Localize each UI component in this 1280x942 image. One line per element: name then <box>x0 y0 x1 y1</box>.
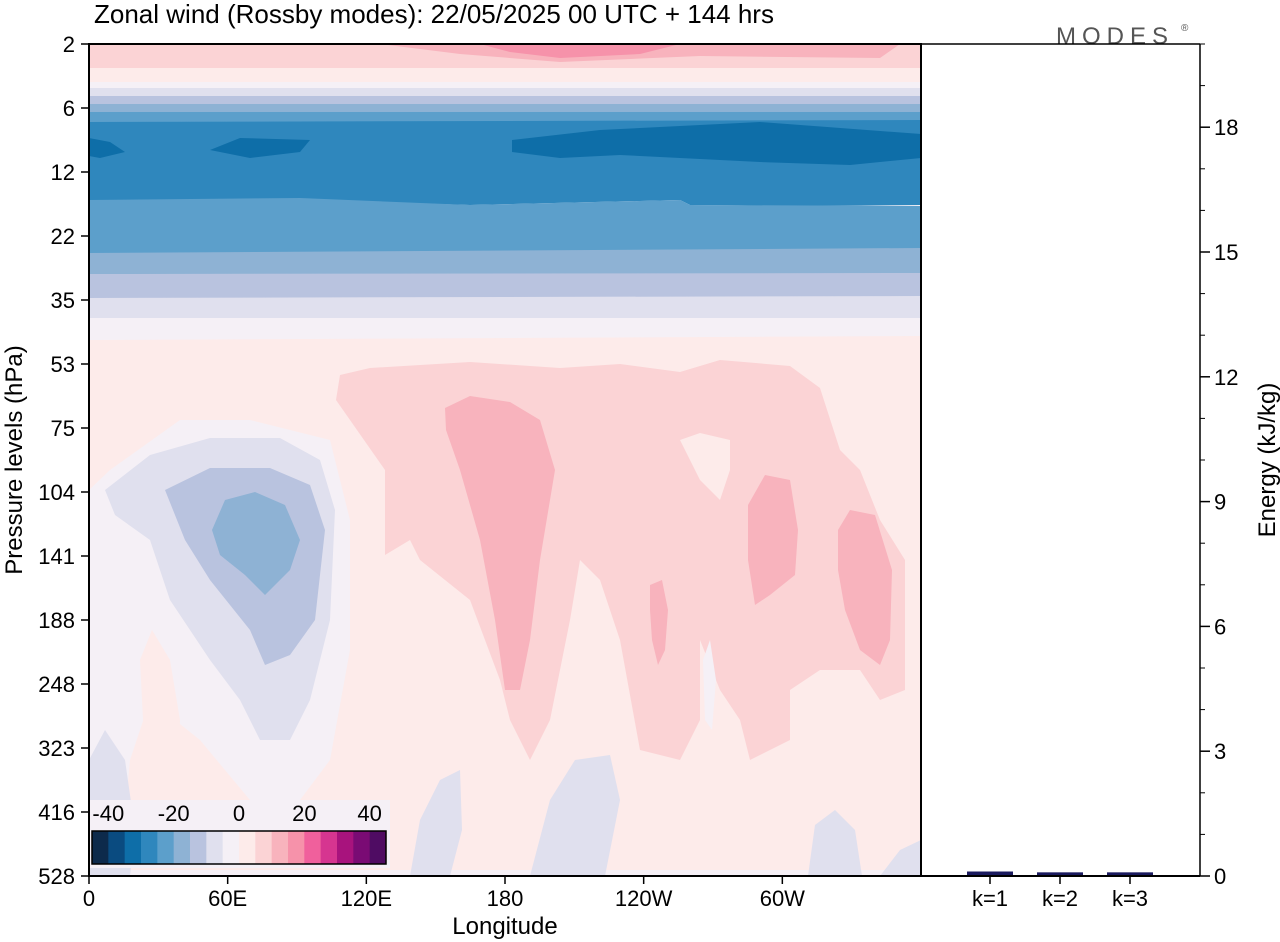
field-westerly-core-a <box>445 396 555 690</box>
field-band-lower-lilac <box>89 273 921 300</box>
field-lower-lilac-c <box>530 755 620 876</box>
energy-bars: k=1 k=2 k=3 <box>967 871 1153 911</box>
chart-title: Zonal wind (Rossby modes): 22/05/2025 00… <box>94 0 774 29</box>
bar-category-label: k=2 <box>1042 886 1078 911</box>
field-easterly-core <box>212 492 300 595</box>
x-axis-ticks: 0 60E 120E 180 120W 60W <box>83 876 805 911</box>
energy-tick-label: 3 <box>1214 739 1226 764</box>
x-tick-label: 60E <box>208 886 247 911</box>
x-tick-label: 0 <box>83 886 95 911</box>
energy-tick-label: 12 <box>1214 365 1238 390</box>
field-jet-max-left <box>89 138 125 158</box>
field-lower-lilac-d <box>808 810 862 876</box>
field-band-blue-light <box>89 112 921 122</box>
field-westerly-core-b <box>650 580 668 665</box>
colorbar-swatch <box>353 831 371 864</box>
colorbar: -40 -20 0 20 40 <box>88 800 390 868</box>
colorbar-tick-label: 40 <box>357 801 381 826</box>
y-axis-title: Pressure levels (hPa) <box>1 345 28 574</box>
y-tick-label: 141 <box>38 544 75 569</box>
colorbar-swatch <box>190 831 207 864</box>
energy-tick-label: 6 <box>1214 614 1226 639</box>
energy-axis-title: Energy (kJ/kg) <box>1254 383 1280 538</box>
colorbar-swatch <box>337 831 354 864</box>
energy-tick-label: 9 <box>1214 490 1226 515</box>
x-tick-label: 120W <box>615 886 673 911</box>
x-axis-title: Longitude <box>452 913 557 940</box>
colorbar-tick-label: -40 <box>92 801 124 826</box>
colorbar-swatch <box>141 831 158 864</box>
y-tick-label: 528 <box>38 864 75 889</box>
x-tick-label: 120E <box>341 886 392 911</box>
colorbar-frame <box>91 830 387 865</box>
field-jet-max-mid <box>210 138 310 158</box>
logo-text: MODES <box>1056 23 1174 50</box>
colorbar-swatch <box>108 831 126 864</box>
zonal-wind-field <box>89 44 921 876</box>
colorbar-swatch <box>320 831 338 864</box>
field-band-white <box>89 82 921 88</box>
energy-tick-label: 0 <box>1214 864 1226 889</box>
y-tick-label: 53 <box>51 352 75 377</box>
energy-tick-label: 18 <box>1214 115 1238 140</box>
field-band-lavender <box>89 88 921 96</box>
x-tick-label: 60W <box>760 886 805 911</box>
y-tick-label: 6 <box>63 96 75 121</box>
field-band-light-pink <box>89 68 921 82</box>
bar-category-label: k=3 <box>1112 886 1148 911</box>
x-tick-label: 180 <box>487 886 524 911</box>
field-pale-streak <box>703 640 716 730</box>
y-tick-label: 188 <box>38 608 75 633</box>
y-tick-label: 35 <box>51 288 75 313</box>
y-tick-label: 104 <box>38 480 75 505</box>
colorbar-swatch <box>239 831 256 864</box>
field-jet-max-right <box>512 122 921 165</box>
colorbar-tick-label: -20 <box>158 801 190 826</box>
colorbar-swatch <box>255 831 273 864</box>
energy-bar <box>1107 872 1153 875</box>
energy-bar <box>1037 872 1083 875</box>
y-axis-ticks: 2 6 12 22 35 53 75 104 141 188 248 323 416 528 <box>38 32 89 889</box>
logo-registered-mark: ® <box>1181 23 1189 34</box>
colorbar-swatch <box>124 831 142 864</box>
colorbar-swatch <box>92 831 109 864</box>
colorbar-tick-label: 20 <box>292 801 316 826</box>
colorbar-swatch <box>222 831 240 864</box>
field-westerly-core-c <box>748 475 798 605</box>
colorbar-tick-label: 0 <box>233 801 245 826</box>
field-band-lower-lavender <box>89 296 921 318</box>
y-tick-label: 323 <box>38 736 75 761</box>
y-tick-label: 12 <box>51 160 75 185</box>
field-westerly-core-d <box>838 510 892 665</box>
bar-category-label: k=1 <box>972 886 1008 911</box>
field-lower-lilac-b <box>410 770 462 876</box>
colorbar-swatch <box>157 831 175 864</box>
field-band-blue-gray <box>89 104 921 112</box>
colorbar-swatch <box>173 831 191 864</box>
field-band-lilac <box>89 96 921 104</box>
field-pale-patch-b <box>140 630 180 790</box>
colorbar-swatch <box>369 831 387 864</box>
y-tick-label: 22 <box>51 224 75 249</box>
y-tick-label: 75 <box>51 416 75 441</box>
y-tick-label: 416 <box>38 800 75 825</box>
field-band-top-magenta2 <box>480 44 680 58</box>
energy-bar <box>967 871 1013 875</box>
colorbar-swatch <box>206 831 224 864</box>
field-pale-patch-a <box>680 433 730 500</box>
field-band-lower-bluegray <box>89 248 921 276</box>
y-tick-label: 248 <box>38 672 75 697</box>
colorbar-swatch <box>288 831 305 864</box>
field-band-lower-blue <box>89 198 921 255</box>
energy-tick-label: 15 <box>1214 240 1238 265</box>
energy-axis-ticks: 0 3 6 9 12 15 18 <box>1200 43 1238 889</box>
colorbar-swatch <box>304 831 322 864</box>
colorbar-swatch <box>271 831 289 864</box>
field-lower-lilac-e <box>880 840 921 876</box>
y-tick-label: 2 <box>63 32 75 57</box>
